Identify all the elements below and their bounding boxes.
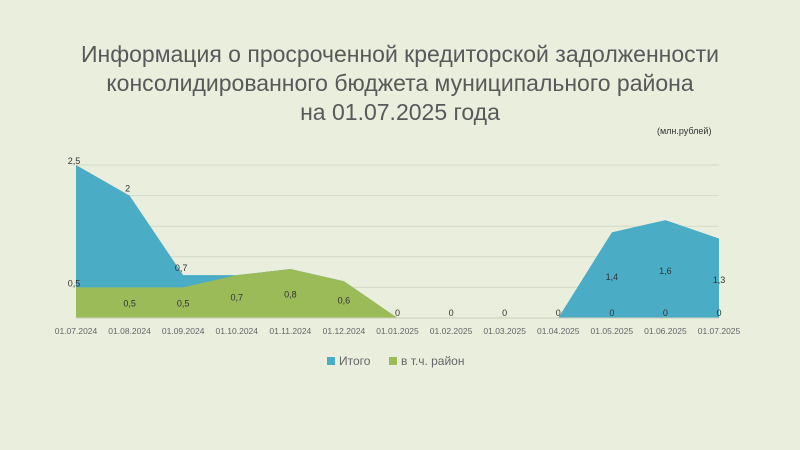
x-tick-label: 01.07.2025 bbox=[698, 326, 741, 336]
x-tick-label: 01.06.2025 bbox=[644, 326, 687, 336]
data-label-district: 0 bbox=[609, 308, 614, 318]
chart-title-line-1: Информация о просроченной кредиторской з… bbox=[80, 41, 720, 67]
data-label-district: 0,8 bbox=[284, 290, 297, 300]
legend-item-total-label: Итого bbox=[339, 354, 371, 368]
data-label-district: 0,5 bbox=[123, 299, 136, 309]
x-tick-label: 01.01.2025 bbox=[376, 326, 419, 336]
data-label-district: 0,6 bbox=[338, 296, 351, 306]
data-label-district: 0 bbox=[502, 308, 507, 318]
x-tick-label: 01.04.2025 bbox=[537, 326, 580, 336]
data-label-total: 2 bbox=[125, 184, 130, 194]
data-label-total: 2,5 bbox=[68, 156, 81, 166]
data-label-total: 0,7 bbox=[175, 263, 188, 273]
data-label-district: 0 bbox=[395, 308, 400, 318]
x-tick-label: 01.02.2025 bbox=[430, 326, 473, 336]
data-label-total: 1,3 bbox=[713, 275, 726, 285]
legend-item-district-swatch bbox=[389, 357, 397, 365]
x-tick-label: 01.11.2024 bbox=[269, 326, 311, 336]
data-label-district: 0 bbox=[716, 308, 721, 318]
data-label-district: 0,5 bbox=[68, 278, 81, 288]
data-label-total: 1,6 bbox=[659, 266, 672, 276]
data-label-total: 1,4 bbox=[606, 272, 619, 282]
data-label-district: 0,5 bbox=[177, 299, 190, 309]
data-label-district: 0 bbox=[663, 308, 668, 318]
chart-title-line-3: на 01.07.2025 года bbox=[300, 99, 500, 125]
x-tick-label: 01.09.2024 bbox=[162, 326, 205, 336]
x-tick-label: 01.05.2025 bbox=[591, 326, 634, 336]
chart-title-line-2: консолидированного бюджета муниципальног… bbox=[106, 70, 694, 96]
x-tick-label: 01.03.2025 bbox=[483, 326, 526, 336]
data-label-district: 0 bbox=[556, 308, 561, 318]
chart-title: Информация о просроченной кредиторской з… bbox=[40, 40, 760, 127]
unit-label: (млн.рублей) bbox=[657, 126, 712, 136]
legend-item-district-label: в т.ч. район bbox=[401, 354, 464, 368]
x-tick-label: 01.08.2024 bbox=[108, 326, 151, 336]
data-label-district: 0,7 bbox=[230, 293, 243, 303]
x-tick-label: 01.12.2024 bbox=[323, 326, 366, 336]
x-tick-label: 01.07.2024 bbox=[55, 326, 98, 336]
legend-item-total-swatch bbox=[327, 357, 335, 365]
data-label-district: 0 bbox=[449, 308, 454, 318]
area-series-district bbox=[76, 269, 719, 318]
x-tick-label: 01.10.2024 bbox=[215, 326, 258, 336]
